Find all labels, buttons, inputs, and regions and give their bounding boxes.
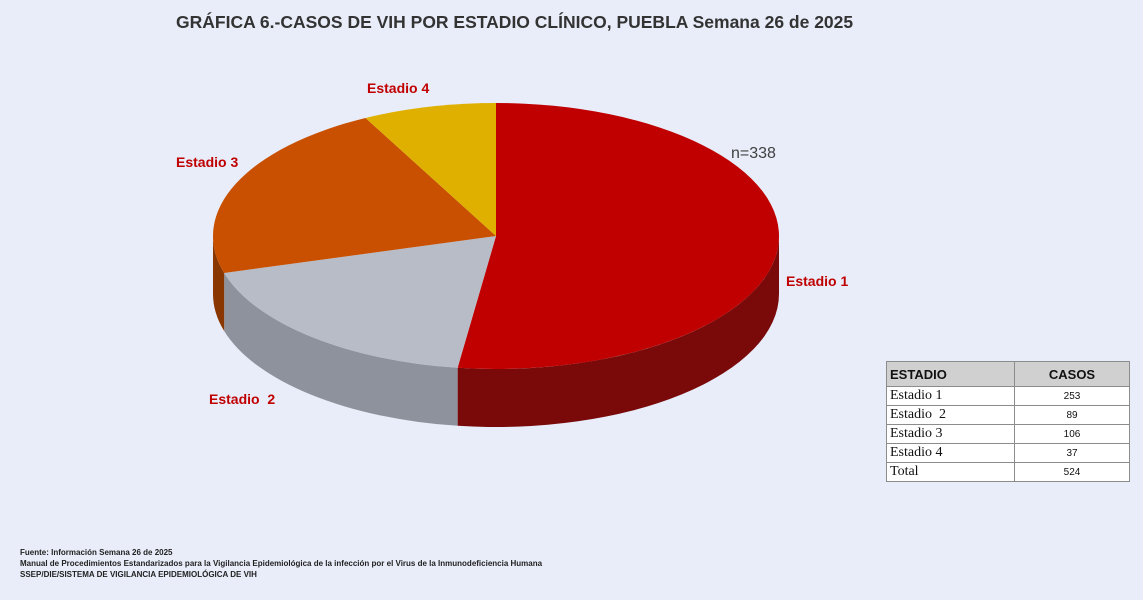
row-name: Estadio 2 xyxy=(886,405,1015,425)
row-name: Estadio 1 xyxy=(886,386,1015,406)
slice-label-1: Estadio 1 xyxy=(786,273,848,289)
table-header-row: ESTADIO CASOS xyxy=(886,361,1130,387)
row-value: 524 xyxy=(1014,462,1130,482)
pie-slice-2 xyxy=(224,236,497,368)
source-line: Fuente: Información Semana 26 de 2025 xyxy=(20,548,173,557)
pie-slice-4 xyxy=(365,103,496,236)
source-line: Manual de Procedimientos Estandarizados … xyxy=(20,559,543,568)
pie-tops xyxy=(212,103,779,369)
pie-slice-1 xyxy=(457,103,779,369)
table-row-total: Total 524 xyxy=(886,462,1130,482)
row-value: 106 xyxy=(1014,424,1130,444)
pie-sides xyxy=(213,236,779,428)
pie-side-2 xyxy=(224,272,458,426)
chart-title: GRÁFICA 6.-CASOS DE VIH POR ESTADIO CLÍN… xyxy=(176,12,854,32)
row-name: Estadio 3 xyxy=(886,424,1015,444)
row-value: 253 xyxy=(1014,386,1130,406)
row-value: 89 xyxy=(1014,405,1130,425)
table-row: Estadio 3 106 xyxy=(886,424,1130,444)
sample-size-annotation: n=338 xyxy=(731,145,776,162)
header-casos: CASOS xyxy=(1014,361,1130,387)
pie-slice-3 xyxy=(212,117,496,273)
row-name: Estadio 4 xyxy=(886,443,1015,463)
table-row: Estadio 2 89 xyxy=(886,405,1130,425)
pie-labels: Estadio 1 Estadio 2 Estadio 3 Estadio 4 xyxy=(176,80,848,407)
row-value: 37 xyxy=(1014,443,1130,463)
header-estadio: ESTADIO xyxy=(886,361,1015,387)
slice-label-3: Estadio 3 xyxy=(176,154,238,170)
cases-table: ESTADIO CASOS Estadio 1 253 Estadio 2 89… xyxy=(886,361,1130,482)
table-row: Estadio 4 37 xyxy=(886,443,1130,463)
pie-side-1 xyxy=(457,236,779,428)
source-line: SSEP/DIE/SISTEMA DE VIGILANCIA EPIDEMIOL… xyxy=(20,570,257,579)
source-notes: Fuente: Información Semana 26 de 2025 Ma… xyxy=(20,547,542,580)
row-name: Total xyxy=(886,462,1015,482)
pie-side-3 xyxy=(213,236,225,331)
table-row: Estadio 1 253 xyxy=(886,386,1130,406)
slice-label-4: Estadio 4 xyxy=(367,80,429,96)
slice-label-2: Estadio 2 xyxy=(209,391,275,407)
